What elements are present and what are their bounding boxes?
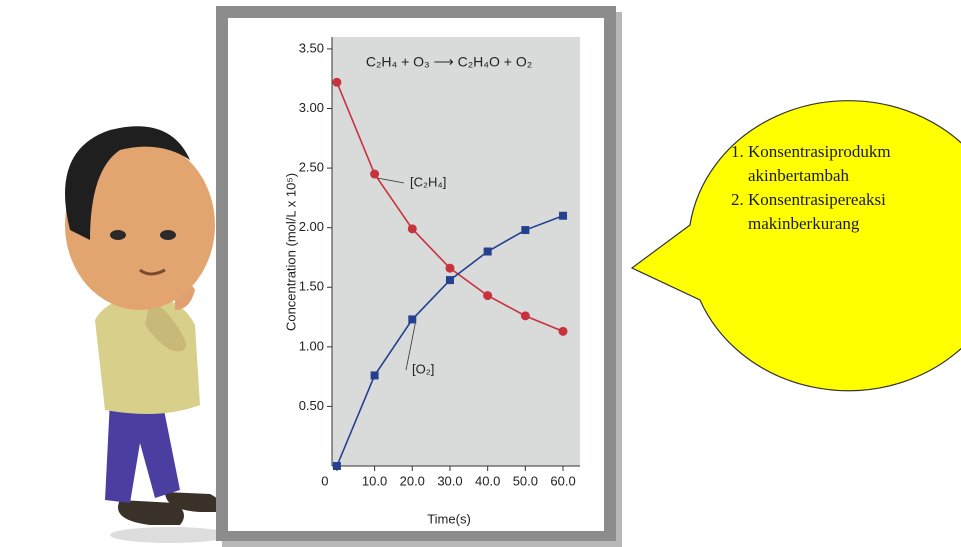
slide: C₂H₄ + O₃ ⟶ C₂H₄O + O₂ Concentration (mo…: [0, 0, 961, 547]
chart: C₂H₄ + O₃ ⟶ C₂H₄O + O₂ Concentration (mo…: [0, 0, 961, 547]
x-tick-label: 50.0: [513, 473, 538, 488]
plot-area: [332, 37, 580, 466]
point: [370, 170, 379, 179]
y-tick-label: 1.50: [299, 279, 324, 294]
y-tick-label: 3.50: [299, 40, 324, 55]
y-tick-label: 2.00: [299, 219, 324, 234]
x-tick-label: 10.0: [362, 473, 387, 488]
x-axis-label: Time(s): [427, 511, 471, 526]
y-tick-label: 2.50: [299, 160, 324, 175]
point: [521, 226, 529, 234]
y-tick-label: 1.00: [299, 338, 324, 353]
y-axis-label: Concentration (mol/L x 10⁵): [283, 173, 298, 331]
callout-item: Konsentrasiprodukmakinbertambah: [748, 140, 893, 188]
x-tick-label: 30.0: [437, 473, 462, 488]
point: [445, 264, 454, 273]
point: [521, 311, 530, 320]
series-label: [O₂]: [412, 361, 434, 376]
y-tick-label: 0.50: [299, 398, 324, 413]
point: [484, 248, 492, 256]
point: [371, 371, 379, 379]
x-tick-label: 0: [321, 473, 328, 488]
series-label: [C₂H₄]: [410, 174, 446, 189]
point: [559, 327, 568, 336]
point: [332, 78, 341, 87]
cartoon-man: [65, 126, 230, 543]
callout: Konsentrasiprodukmakinbertambah Konsentr…: [720, 140, 900, 236]
x-tick-label: 20.0: [400, 473, 425, 488]
point: [559, 212, 567, 220]
callout-item: Konsentrasipereaksimakinberkurang: [748, 188, 893, 236]
point: [483, 291, 492, 300]
point: [408, 224, 417, 233]
x-tick-label: 60.0: [550, 473, 575, 488]
point: [333, 462, 341, 470]
point: [408, 315, 416, 323]
point: [446, 276, 454, 284]
x-tick-label: 40.0: [475, 473, 500, 488]
chart-title: C₂H₄ + O₃ ⟶ C₂H₄O + O₂: [366, 54, 532, 70]
y-tick-label: 3.00: [299, 100, 324, 115]
